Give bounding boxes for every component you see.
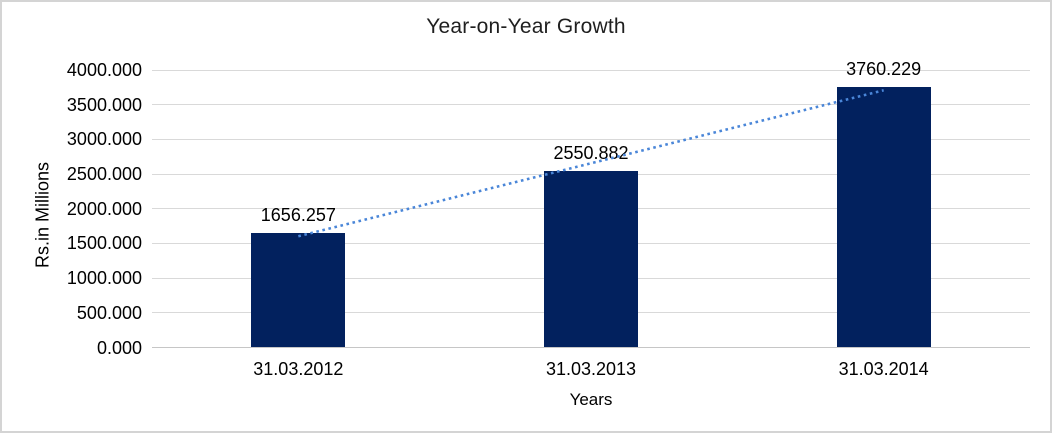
- y-tick-label: 2000.000: [66, 198, 142, 219]
- y-tick-label: 0.000: [96, 337, 142, 358]
- chart-title: Year-on-Year Growth: [426, 15, 626, 38]
- x-category-label: 31.03.2012: [253, 359, 344, 379]
- y-tick-label: 1500.000: [66, 233, 142, 254]
- y-tick-label: 2500.000: [66, 164, 142, 185]
- bar: [251, 232, 346, 348]
- bar: [544, 170, 638, 348]
- x-category-label: 31.03.2013: [545, 359, 637, 379]
- bar-value-label: 3760.229: [846, 58, 922, 79]
- bar-value-label: 1656.257: [260, 204, 336, 225]
- bar: [836, 86, 931, 348]
- x-axis-line: [152, 347, 1030, 348]
- y-gridline: [152, 69, 1030, 71]
- y-tick-label: 4000.000: [66, 60, 142, 80]
- x-category-label: 31.03.2014: [838, 359, 929, 379]
- bar-value-label: 2550.882: [553, 142, 629, 163]
- y-tick-label: 1000.000: [66, 268, 142, 289]
- y-tick-label: 3500.000: [66, 94, 142, 115]
- y-tick-label: 500.000: [76, 302, 142, 323]
- x-axis-title: Years: [569, 390, 613, 409]
- y-tick-label: 3000.000: [66, 129, 142, 150]
